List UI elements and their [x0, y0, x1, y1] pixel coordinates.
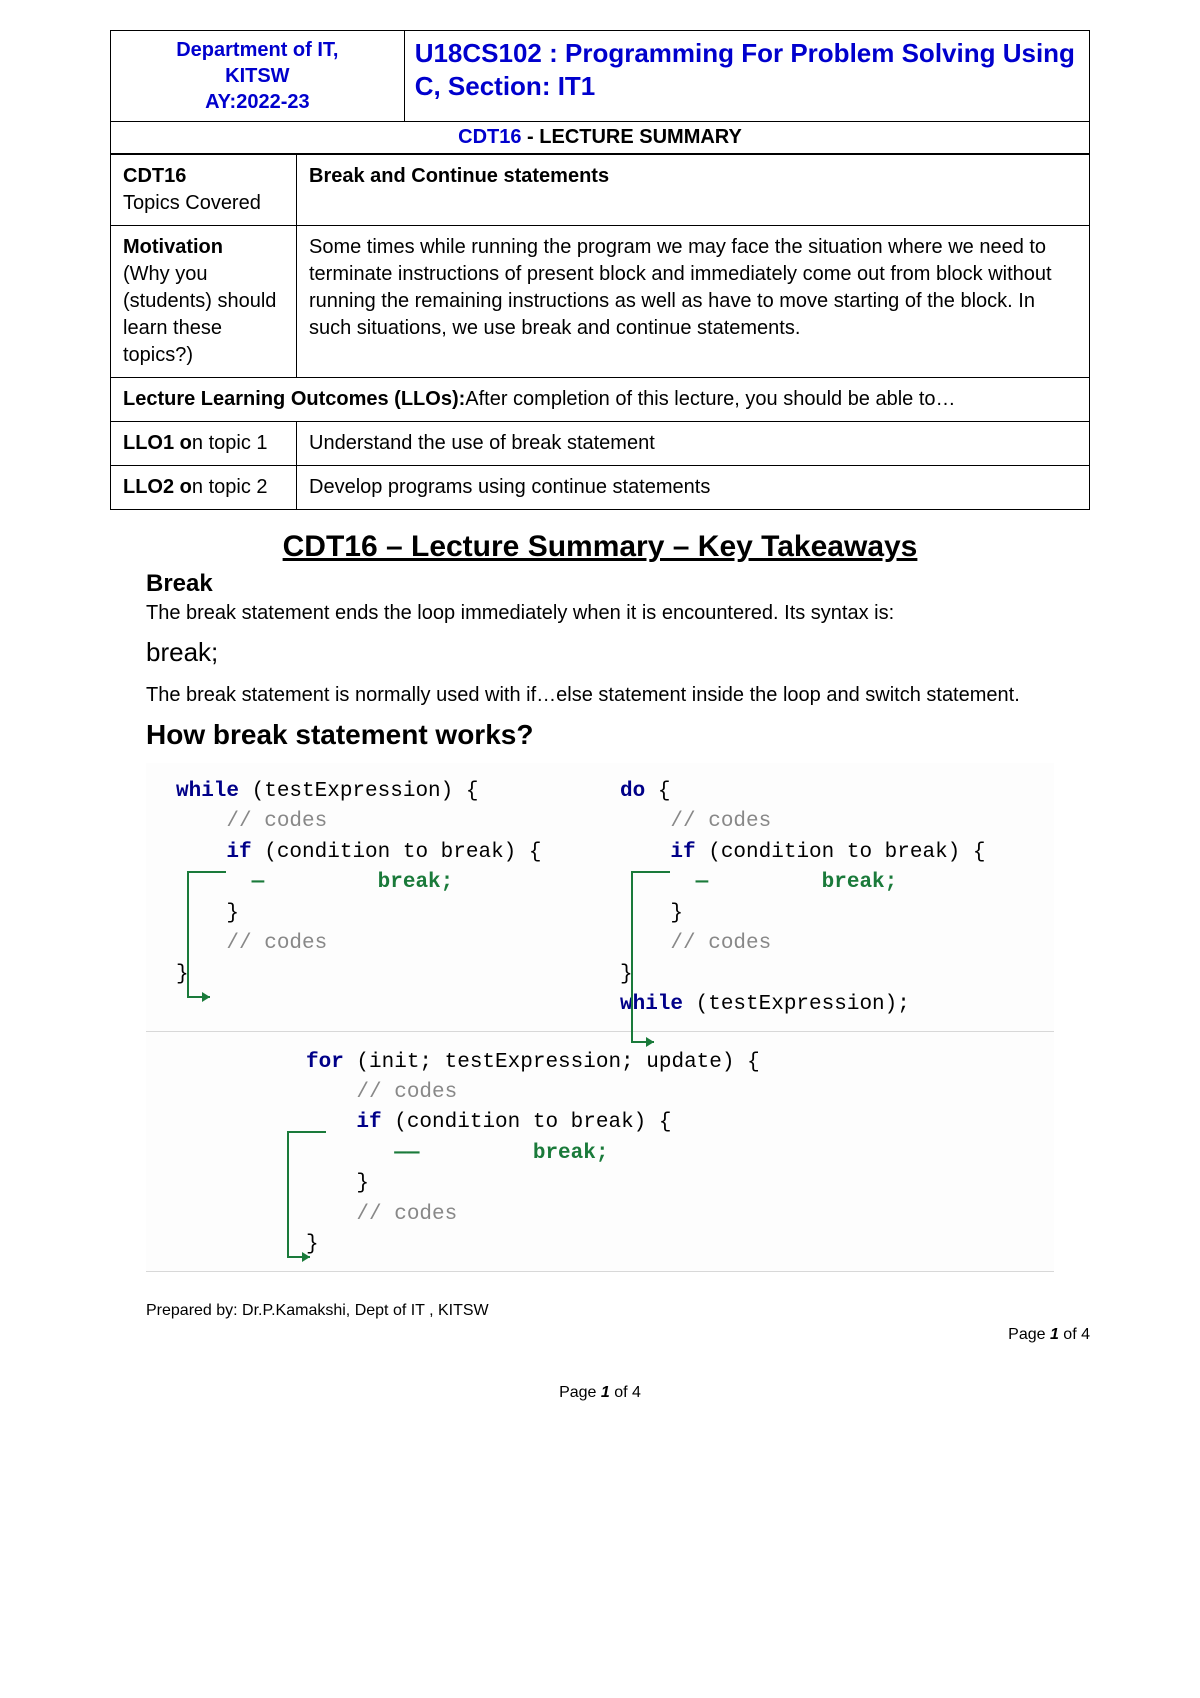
page-number-center: Page 1 of 4	[110, 1344, 1090, 1402]
llo1-text-cell: Understand the use of break statement	[297, 422, 1090, 466]
topic-value-cell: Break and Continue statements	[297, 155, 1090, 226]
while-code: while (testExpression) { // codes if (co…	[176, 777, 580, 990]
break-syntax: break;	[110, 637, 1090, 668]
how-break-heading: How break statement works?	[110, 719, 1090, 751]
llo2-text: Develop programs using continue statemen…	[309, 476, 710, 498]
course-title: U18CS102 : Programming For Problem Solvi…	[415, 38, 1075, 101]
motivation-text: Some times while running the program we …	[309, 236, 1052, 339]
while-code-block: while (testExpression) { // codes if (co…	[176, 777, 580, 1021]
topics-covered-label: Topics Covered	[123, 192, 261, 214]
dept-line1: Department of IT,	[176, 39, 338, 61]
page-number-right: Page 1 of 4	[110, 1320, 1090, 1344]
break-para1: The break statement ends the loop immedi…	[110, 600, 1090, 627]
key-takeaways-title: CDT16 – Lecture Summary – Key Takeaways	[110, 530, 1090, 564]
break-diagram: while (testExpression) { // codes if (co…	[146, 763, 1054, 1272]
motivation-sub: (Why you (students) should learn these t…	[123, 263, 276, 366]
cdt-cell: CDT16 Topics Covered	[111, 155, 297, 226]
dowhile-code-block: do { // codes if (condition to break) { …	[620, 777, 1024, 1021]
for-code: for (init; testExpression; update) { // …	[306, 1048, 1024, 1261]
dept-cell: Department of IT, KITSW AY:2022-23	[111, 31, 405, 122]
llo2-label-cell: LLO2 on topic 2	[111, 466, 297, 510]
prepared-by: Prepared by: Dr.P.Kamakshi, Dept of IT ,…	[110, 1272, 1090, 1320]
break-heading: Break	[110, 570, 1090, 598]
llo1-label-rest: n topic 1	[192, 432, 268, 454]
dept-line3: AY:2022-23	[205, 91, 310, 113]
lecture-summary-title: CDT16 - LECTURE SUMMARY	[110, 122, 1090, 154]
llo1-label-bold: LLO1 o	[123, 432, 192, 454]
document-page: Department of IT, KITSW AY:2022-23 U18CS…	[0, 0, 1200, 1422]
course-cell: U18CS102 : Programming For Problem Solvi…	[404, 31, 1089, 122]
summary-rest: - LECTURE SUMMARY	[521, 126, 741, 148]
cdt-label: CDT16	[123, 165, 186, 187]
llo2-text-cell: Develop programs using continue statemen…	[297, 466, 1090, 510]
motivation-label-cell: Motivation (Why you (students) should le…	[111, 226, 297, 378]
break-para2: The break statement is normally used wit…	[110, 682, 1090, 709]
llo-heading-rest: After completion of this lecture, you sh…	[465, 388, 955, 410]
llo1-label-cell: LLO1 on topic 1	[111, 422, 297, 466]
info-table: CDT16 Topics Covered Break and Continue …	[110, 154, 1090, 510]
llo2-label-rest: n topic 2	[192, 476, 268, 498]
summary-code: CDT16	[458, 126, 521, 148]
topic-value: Break and Continue statements	[309, 165, 609, 187]
llo-heading-bold: Lecture Learning Outcomes (LLOs):	[123, 388, 465, 410]
motivation-label: Motivation	[123, 236, 223, 258]
dept-line2: KITSW	[225, 65, 289, 87]
header-table: Department of IT, KITSW AY:2022-23 U18CS…	[110, 30, 1090, 122]
motivation-text-cell: Some times while running the program we …	[297, 226, 1090, 378]
llo-heading-cell: Lecture Learning Outcomes (LLOs):After c…	[111, 378, 1090, 422]
for-code-block: for (init; testExpression; update) { // …	[146, 1032, 1054, 1272]
llo2-label-bold: LLO2 o	[123, 476, 192, 498]
dowhile-code: do { // codes if (condition to break) { …	[620, 777, 1024, 1021]
diagram-row-top: while (testExpression) { // codes if (co…	[146, 763, 1054, 1032]
llo1-text: Understand the use of break statement	[309, 432, 655, 454]
